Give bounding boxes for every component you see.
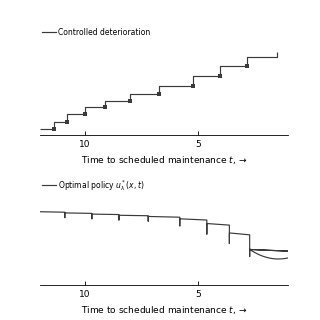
- X-axis label: Time to scheduled maintenance $t, \rightarrow$: Time to scheduled maintenance $t, \right…: [81, 155, 247, 166]
- Legend: Controlled deterioration: Controlled deterioration: [39, 25, 153, 40]
- Legend: Optimal policy $u^*_\lambda(x,t)$: Optimal policy $u^*_\lambda(x,t)$: [39, 175, 148, 196]
- X-axis label: Time to scheduled maintenance $t, \rightarrow$: Time to scheduled maintenance $t, \right…: [81, 304, 247, 316]
